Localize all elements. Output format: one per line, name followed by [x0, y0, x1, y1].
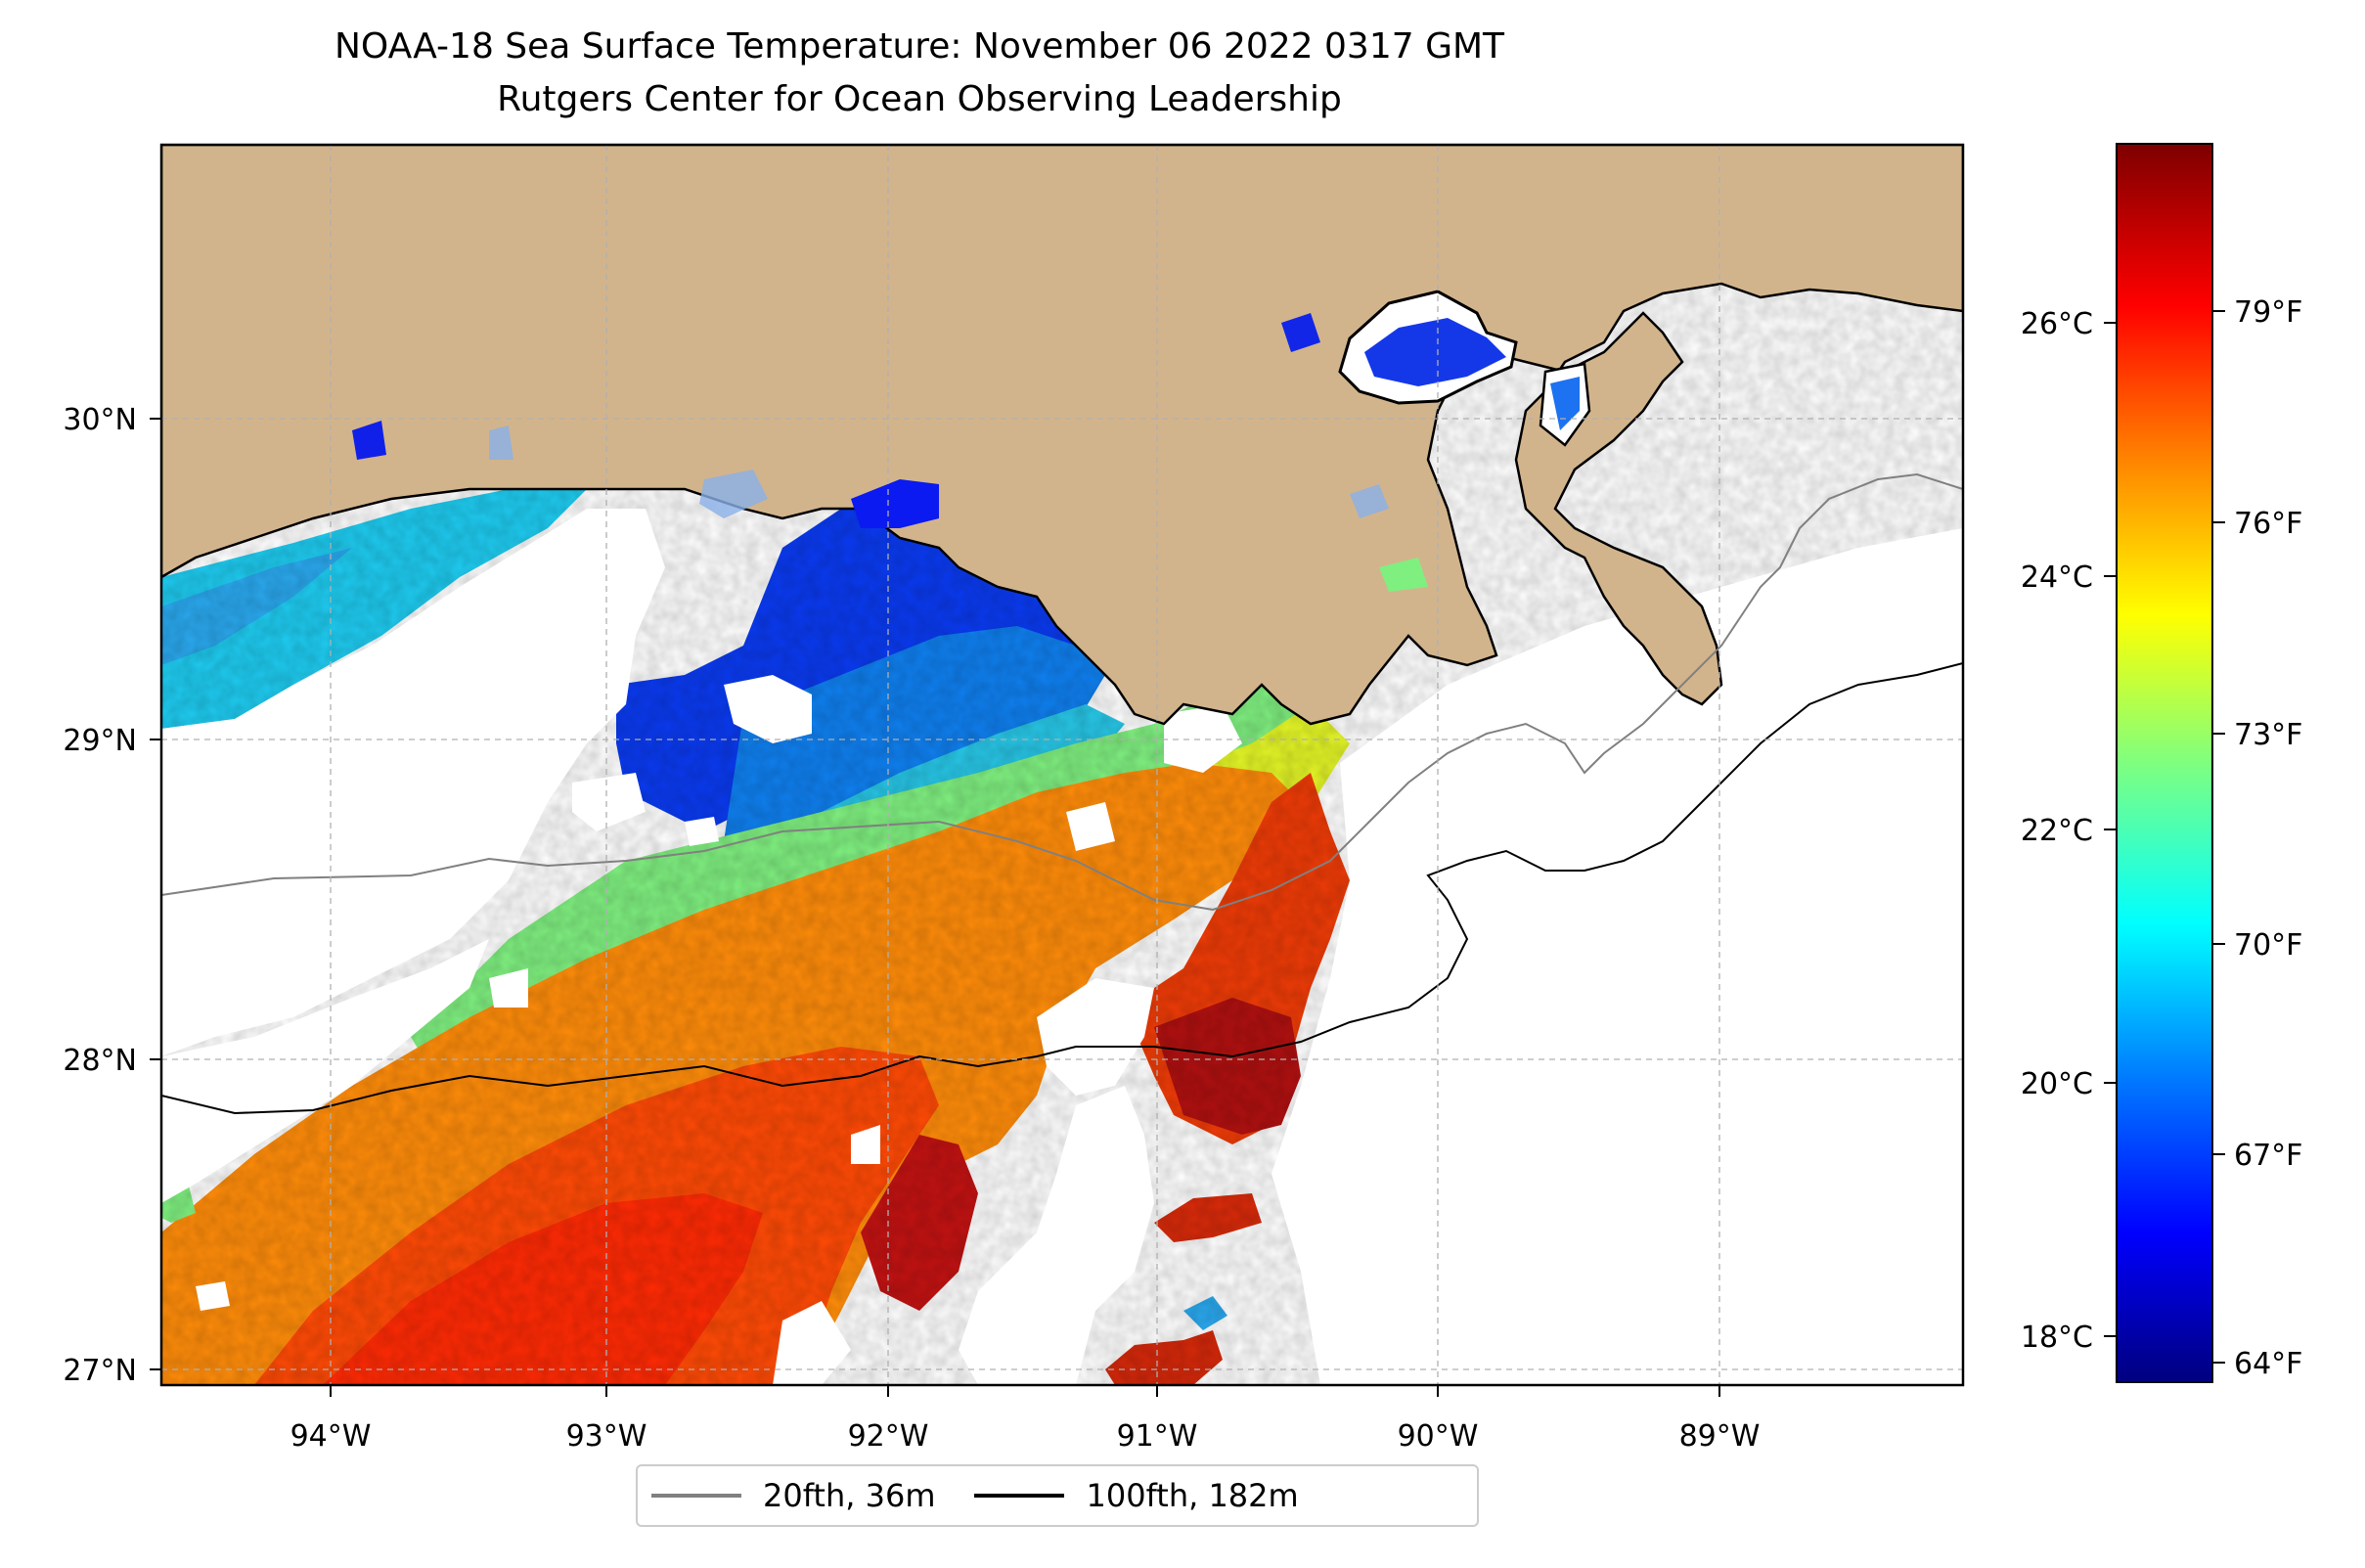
fahrenheit-tick-label: 76°F [2234, 507, 2302, 541]
lon-tick-label: 89°W [1679, 1419, 1761, 1454]
figure-subtitle: Rutgers Center for Ocean Observing Leade… [497, 79, 1342, 119]
celsius-tick-label: 22°C [2021, 814, 2093, 848]
legend-label: 100fth, 182m [1086, 1477, 1299, 1514]
latitude-labels: 30°N 29°N 28°N 27°N [63, 403, 137, 1388]
celsius-tick-label: 18°C [2021, 1321, 2093, 1355]
gray-line-swatch [651, 1494, 741, 1498]
sst-data-layer [161, 145, 1963, 1385]
longitude-labels: 94°W 93°W 92°W 91°W 90°W 89°W [290, 1419, 1761, 1454]
lat-tick-label: 30°N [63, 403, 137, 437]
lon-tick-label: 91°W [1117, 1419, 1198, 1454]
map-gridlines [161, 145, 1963, 1385]
lon-tick-label: 92°W [848, 1419, 929, 1454]
axis-ticks [150, 418, 1720, 1397]
lat-tick-label: 29°N [63, 724, 137, 758]
celsius-tick-label: 20°C [2021, 1067, 2093, 1101]
lon-tick-label: 90°W [1398, 1419, 1479, 1454]
map-frame [159, 143, 1965, 1387]
legend-label: 20fth, 36m [763, 1477, 936, 1514]
lon-tick-label: 93°W [566, 1419, 647, 1454]
celsius-tick-label: 24°C [2021, 560, 2093, 595]
contour-legend: 20fth, 36m 100fth, 182m [636, 1464, 1479, 1527]
lat-tick-label: 27°N [63, 1354, 137, 1388]
colorbar-celsius-labels: 26°C 24°C 22°C 20°C 18°C [2021, 307, 2093, 1355]
figure-title: NOAA-18 Sea Surface Temperature: Novembe… [334, 26, 1505, 67]
colorbar-ticks [2104, 310, 2225, 1364]
temperature-colorbar [2116, 143, 2213, 1383]
celsius-tick-label: 26°C [2021, 307, 2093, 341]
fahrenheit-tick-label: 64°F [2234, 1347, 2302, 1381]
legend-item-20fth: 20fth, 36m [651, 1477, 935, 1514]
fahrenheit-tick-label: 79°F [2234, 295, 2302, 330]
fahrenheit-tick-label: 70°F [2234, 928, 2302, 963]
fahrenheit-tick-label: 67°F [2234, 1139, 2302, 1173]
bathymetry-contours [161, 472, 1963, 1115]
fahrenheit-tick-label: 73°F [2234, 718, 2302, 752]
legend-item-100fth: 100fth, 182m [974, 1477, 1299, 1514]
black-line-swatch [974, 1494, 1065, 1498]
colorbar-fahrenheit-labels: 79°F 76°F 73°F 70°F 67°F 64°F [2234, 295, 2302, 1381]
lat-tick-label: 28°N [63, 1044, 137, 1078]
lon-tick-label: 94°W [290, 1419, 372, 1454]
